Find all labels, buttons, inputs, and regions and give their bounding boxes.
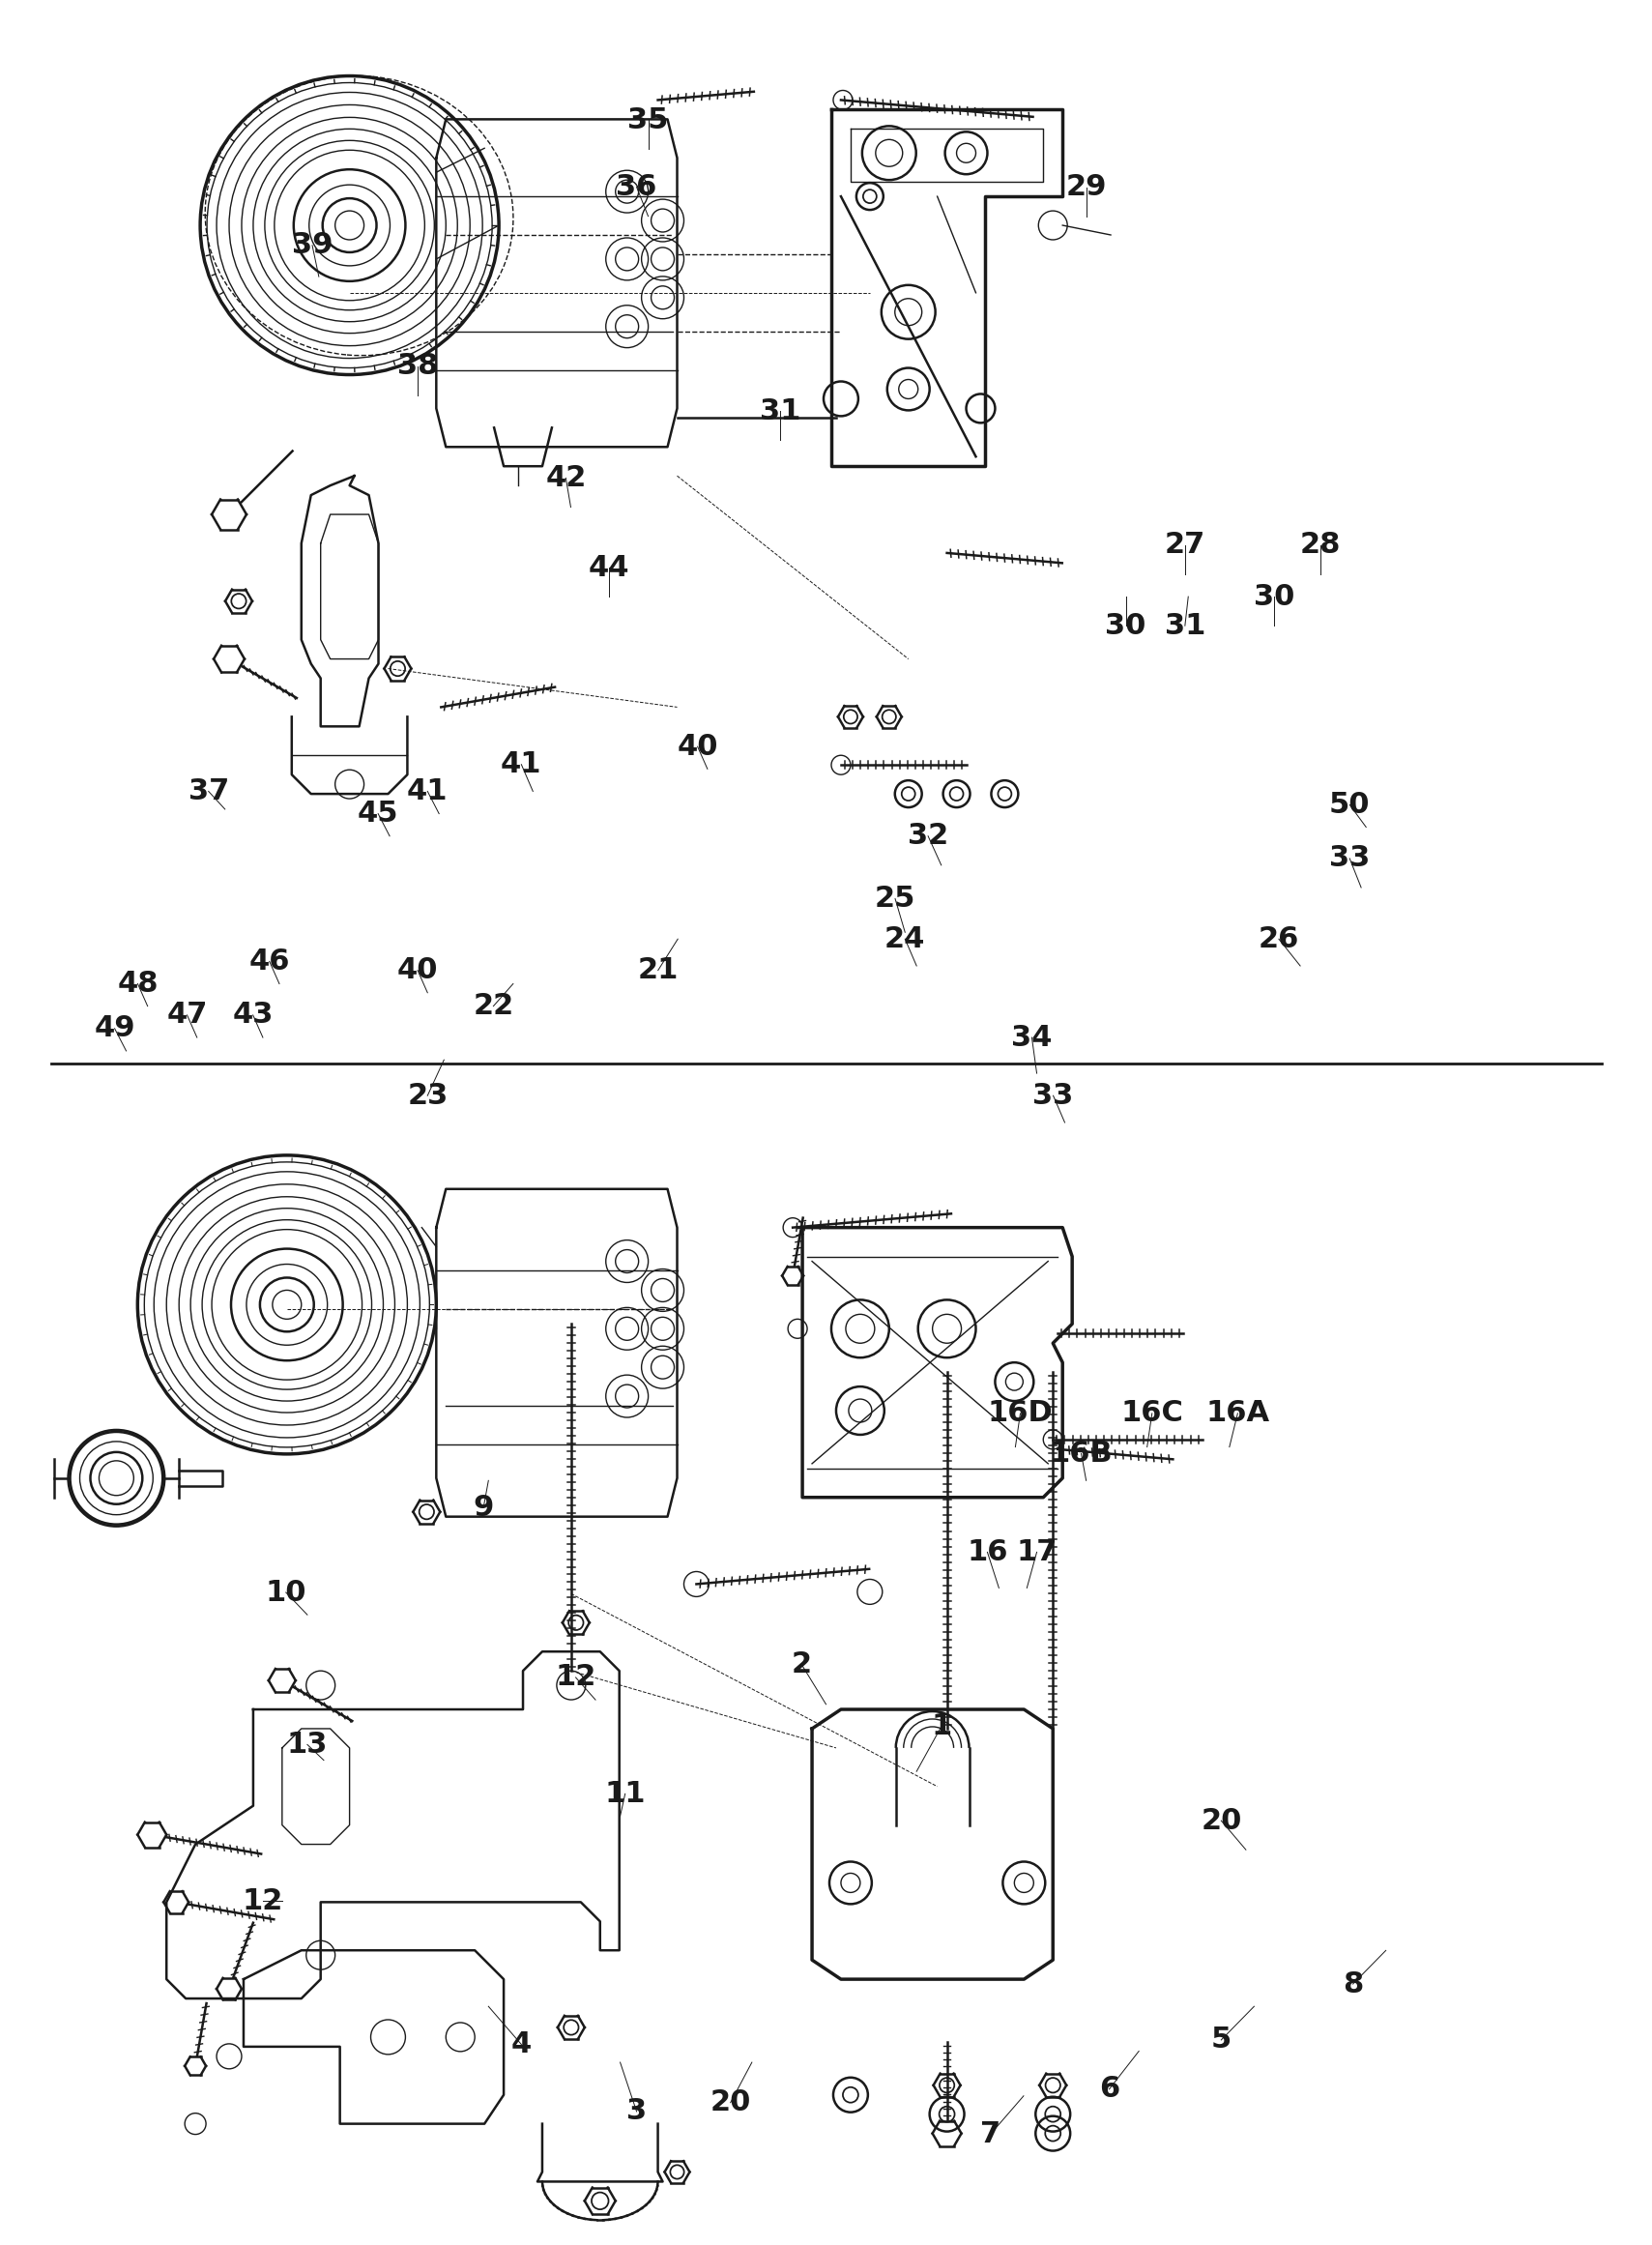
- Text: 43: 43: [233, 1001, 274, 1028]
- Text: 7: 7: [980, 2119, 1001, 2148]
- Text: 16B: 16B: [1049, 1439, 1113, 1468]
- Text: 41: 41: [501, 750, 542, 779]
- Text: 23: 23: [406, 1082, 448, 1109]
- Text: 20: 20: [710, 2088, 752, 2117]
- Text: 3: 3: [626, 2097, 648, 2126]
- Text: 8: 8: [1343, 1971, 1363, 1998]
- Text: 27: 27: [1165, 532, 1206, 559]
- Text: 33: 33: [1032, 1082, 1074, 1109]
- Text: 13: 13: [287, 1731, 327, 1758]
- Text: 37: 37: [188, 777, 230, 806]
- Text: 20: 20: [1201, 1807, 1242, 1834]
- Text: 25: 25: [874, 885, 915, 914]
- Text: 50: 50: [1330, 790, 1370, 819]
- Text: 33: 33: [1330, 844, 1370, 873]
- Text: 4: 4: [510, 2029, 532, 2059]
- Text: 16A: 16A: [1206, 1399, 1270, 1428]
- Text: 11: 11: [605, 1780, 646, 1807]
- Text: 42: 42: [545, 465, 586, 492]
- Text: 49: 49: [94, 1015, 135, 1042]
- Text: 5: 5: [1211, 2025, 1231, 2054]
- Text: 35: 35: [628, 106, 669, 135]
- Text: 39: 39: [292, 231, 332, 260]
- Text: 40: 40: [677, 732, 719, 761]
- Text: 12: 12: [243, 1888, 284, 1915]
- Text: 21: 21: [638, 956, 679, 983]
- Text: 34: 34: [1011, 1024, 1052, 1051]
- Text: 38: 38: [396, 352, 438, 379]
- Text: 40: 40: [396, 956, 438, 983]
- Text: 46: 46: [249, 947, 291, 974]
- Text: 26: 26: [1259, 925, 1300, 954]
- Text: 44: 44: [588, 555, 629, 581]
- Text: 45: 45: [357, 799, 398, 828]
- Text: 2: 2: [791, 1650, 811, 1677]
- Text: 16C: 16C: [1120, 1399, 1183, 1428]
- Text: 16D: 16D: [988, 1399, 1052, 1428]
- Text: 17: 17: [1016, 1538, 1057, 1567]
- Text: 31: 31: [760, 397, 800, 424]
- Text: 28: 28: [1300, 532, 1340, 559]
- Text: 32: 32: [907, 822, 948, 851]
- Text: 1: 1: [932, 1713, 952, 1740]
- Text: 30: 30: [1105, 611, 1146, 640]
- Text: 22: 22: [472, 992, 514, 1019]
- Text: 12: 12: [555, 1664, 596, 1690]
- Text: 16: 16: [966, 1538, 1008, 1567]
- Text: 41: 41: [406, 777, 448, 806]
- Text: 47: 47: [167, 1001, 208, 1028]
- Text: 29: 29: [1066, 173, 1107, 202]
- Text: 9: 9: [472, 1493, 494, 1522]
- Text: 31: 31: [1165, 611, 1206, 640]
- Text: 30: 30: [1254, 584, 1295, 611]
- Text: 48: 48: [117, 970, 159, 997]
- Text: 36: 36: [616, 173, 657, 202]
- Text: 24: 24: [884, 925, 925, 954]
- Text: 6: 6: [1099, 2074, 1120, 2104]
- Text: 10: 10: [266, 1578, 307, 1607]
